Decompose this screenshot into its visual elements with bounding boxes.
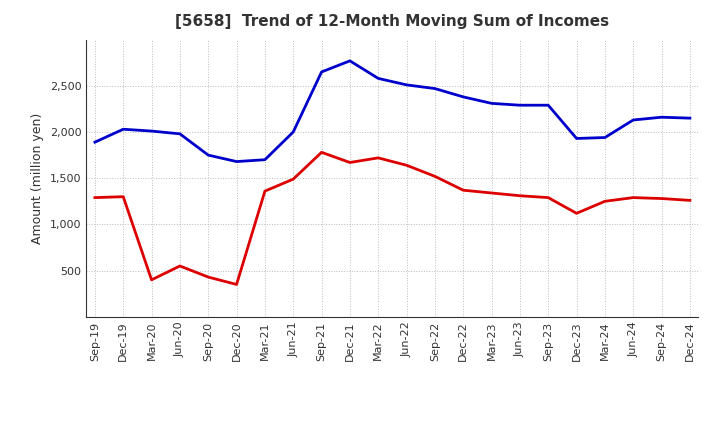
Net Income [544,195,552,200]
Net Income [148,277,156,282]
Ordinary Income [685,115,694,121]
Ordinary Income [516,103,524,108]
Net Income [516,193,524,198]
Ordinary Income [346,58,354,63]
Ordinary Income [119,127,127,132]
Net Income [261,188,269,194]
Net Income [233,282,241,287]
Ordinary Income [289,129,297,135]
Net Income [657,196,666,201]
Ordinary Income [261,157,269,162]
Ordinary Income [544,103,552,108]
Net Income [402,163,411,168]
Ordinary Income [402,82,411,88]
Ordinary Income [318,69,326,74]
Net Income [374,155,382,161]
Y-axis label: Amount (million yen): Amount (million yen) [32,113,45,244]
Net Income [91,195,99,200]
Net Income [119,194,127,199]
Ordinary Income [600,135,609,140]
Ordinary Income [233,159,241,164]
Line: Net Income: Net Income [95,152,690,284]
Net Income [572,211,581,216]
Ordinary Income [176,131,184,136]
Ordinary Income [431,86,439,91]
Ordinary Income [204,152,212,158]
Ordinary Income [657,114,666,120]
Net Income [318,150,326,155]
Ordinary Income [374,76,382,81]
Net Income [629,195,637,200]
Ordinary Income [91,139,99,145]
Net Income [685,198,694,203]
Net Income [431,174,439,179]
Net Income [204,275,212,280]
Net Income [459,187,467,193]
Ordinary Income [629,117,637,123]
Net Income [346,160,354,165]
Net Income [289,176,297,182]
Ordinary Income [572,136,581,141]
Title: [5658]  Trend of 12-Month Moving Sum of Incomes: [5658] Trend of 12-Month Moving Sum of I… [176,14,609,29]
Net Income [176,263,184,268]
Net Income [600,198,609,204]
Ordinary Income [487,101,496,106]
Ordinary Income [148,128,156,134]
Ordinary Income [459,94,467,99]
Net Income [487,191,496,196]
Line: Ordinary Income: Ordinary Income [95,61,690,161]
